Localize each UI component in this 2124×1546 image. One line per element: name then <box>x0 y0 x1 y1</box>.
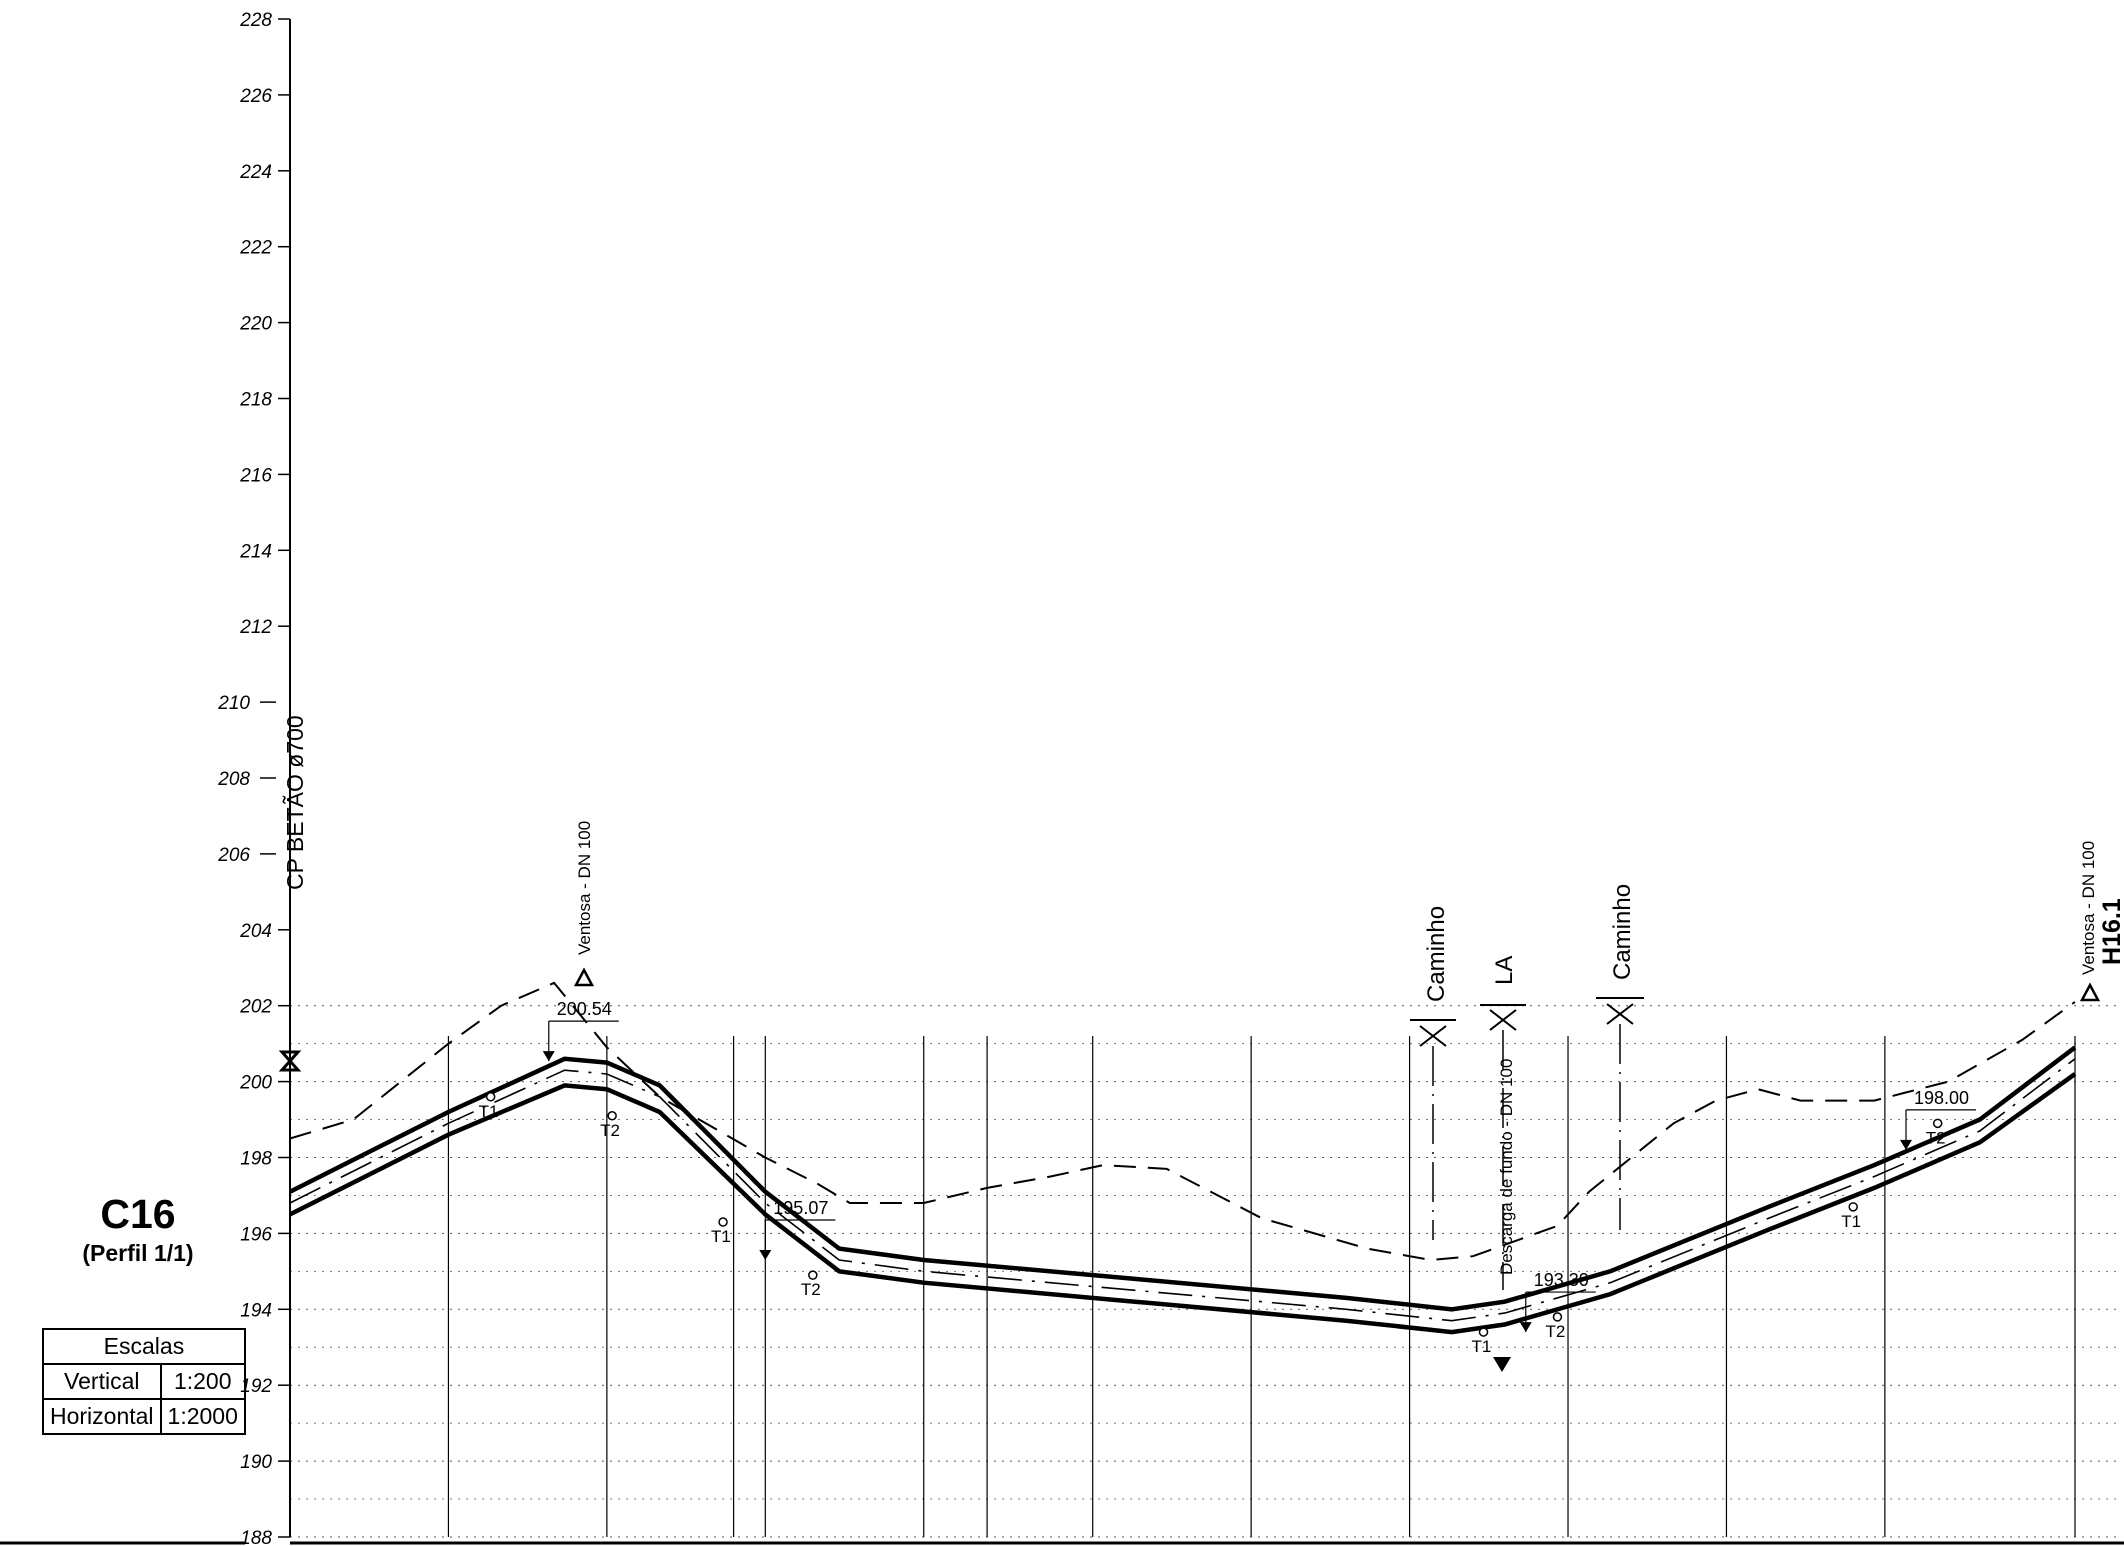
crossing-label-la: LA <box>1491 956 1518 985</box>
tangent-point-label: T2 <box>600 1121 620 1140</box>
tangent-point-label: T2 <box>801 1280 821 1299</box>
elevation-axis: 188 190 192 194 196 198 200 202 204 206 208 210 212 2… <box>0 10 2124 1546</box>
tangent-point-marker <box>607 1111 617 1121</box>
axis-tick-label: 194 <box>240 1300 272 1321</box>
terrain-line <box>289 981 2076 1262</box>
axis-tick-label: 226 <box>239 86 272 107</box>
vertex-elevation-label: 195.07 <box>773 1198 828 1218</box>
axis-tick-label: 198 <box>240 1149 272 1170</box>
scale-row: Horizontal 1:2000 <box>42 1398 246 1435</box>
tangent-point-label: T1 <box>1472 1337 1492 1356</box>
vertex-arrow-icon <box>1519 1322 1532 1333</box>
axis-tick-label: 222 <box>239 238 272 259</box>
profile-series <box>288 981 2077 1335</box>
axis-tick-label: 200 <box>239 1073 272 1094</box>
drawing-title-block: C16 (Perfil 1/1) <box>58 1190 218 1268</box>
gridlines <box>290 1005 2120 1538</box>
end-manhole-label: H16.1 <box>2098 898 2124 965</box>
axis-tick-label: 220 <box>239 314 272 335</box>
axis-tick-label: 204 <box>239 921 272 942</box>
axis-tick-label: 218 <box>239 390 272 411</box>
drain-valve-label: Descarga de fundo - DN 100 <box>1497 1059 1516 1275</box>
vertex-elevation-label: 198.00 <box>1914 1088 1969 1108</box>
scale-value: 1:200 <box>159 1363 246 1400</box>
scales-header: Escalas <box>42 1328 246 1365</box>
axis-tick-label: 196 <box>240 1224 272 1245</box>
axis-tick-label: 202 <box>239 997 272 1018</box>
tangent-point-marker <box>1478 1327 1489 1337</box>
crossing-label-caminho-1: Caminho <box>1423 906 1450 1002</box>
vertex-marks: 200.54 195.07 193.30 198.00 <box>542 999 1977 1333</box>
start-manhole-label: CP BETÃO ø700 <box>282 715 308 890</box>
pipe-bottom <box>288 1072 2077 1335</box>
start-valve-icon <box>278 1040 302 1080</box>
vertex-arrow-icon <box>542 1051 555 1062</box>
tangent-point-label: T1 <box>479 1102 499 1121</box>
axis-tick-label: 208 <box>217 769 250 790</box>
tangent-point-marker <box>1848 1202 1858 1212</box>
vertex-arrow-icon <box>759 1249 772 1260</box>
tangent-points: T1 T2 T1 T2 T1 T2 T1 T2 <box>479 1092 1946 1356</box>
axis-tick-label: 212 <box>239 617 272 638</box>
axis-tick-label: 188 <box>240 1528 272 1546</box>
vertex-arrow-icon <box>1900 1139 1913 1150</box>
ventosa-label-2: Ventosa - DN 100 <box>2079 841 2098 975</box>
air-valve-icon <box>2079 982 2101 1002</box>
axis-tick-label: 216 <box>239 465 272 486</box>
drawing-title: C16 <box>100 1191 176 1237</box>
ventosa-label-1: Ventosa - DN 100 <box>575 821 594 955</box>
axis-tick-label: 224 <box>239 162 272 183</box>
crossing-marker-icon <box>1596 997 1644 1230</box>
crossing-marker-icon <box>1480 1004 1526 1290</box>
scales-table: Escalas Vertical 1:200 Horizontal 1:2000 <box>42 1328 246 1435</box>
drain-valve-icon <box>1493 1357 1511 1372</box>
tangent-point-label: T2 <box>1926 1128 1946 1147</box>
axis-tick-label: 206 <box>217 845 250 866</box>
tangent-point-marker <box>1552 1312 1563 1322</box>
vertex-elevation-label: 200.54 <box>557 999 612 1019</box>
axis-tick-label: 228 <box>239 10 272 31</box>
station-lines <box>447 1036 2076 1537</box>
tangent-point-label: T1 <box>711 1227 731 1246</box>
axis-tick-label: 210 <box>217 693 250 714</box>
tangent-point-marker <box>808 1270 818 1280</box>
tangent-point-marker <box>1932 1118 1943 1129</box>
scale-row: Vertical 1:200 <box>42 1363 246 1400</box>
scale-label: Horizontal <box>42 1398 162 1435</box>
axis-tick-label: 214 <box>239 541 272 562</box>
axis-tick-label: 190 <box>240 1452 272 1473</box>
axis-tick-label: 192 <box>240 1376 272 1397</box>
tangent-point-label: T2 <box>1545 1322 1565 1341</box>
vertex-elevation-label: 193.30 <box>1534 1270 1589 1290</box>
pipe-axis <box>289 1058 2076 1322</box>
tangent-point-marker <box>718 1217 728 1227</box>
air-valve-icon <box>573 967 595 987</box>
crossing-label-caminho-2: Caminho <box>1609 884 1636 980</box>
scale-label: Vertical <box>42 1363 162 1400</box>
tangent-point-marker <box>485 1092 496 1102</box>
tangent-point-label: T1 <box>1841 1212 1861 1231</box>
pipe-top <box>288 1045 2077 1312</box>
drawing-subtitle: (Perfil 1/1) <box>82 1240 194 1266</box>
crossing-marker-icon <box>1410 1019 1456 1240</box>
scale-value: 1:2000 <box>159 1398 246 1435</box>
